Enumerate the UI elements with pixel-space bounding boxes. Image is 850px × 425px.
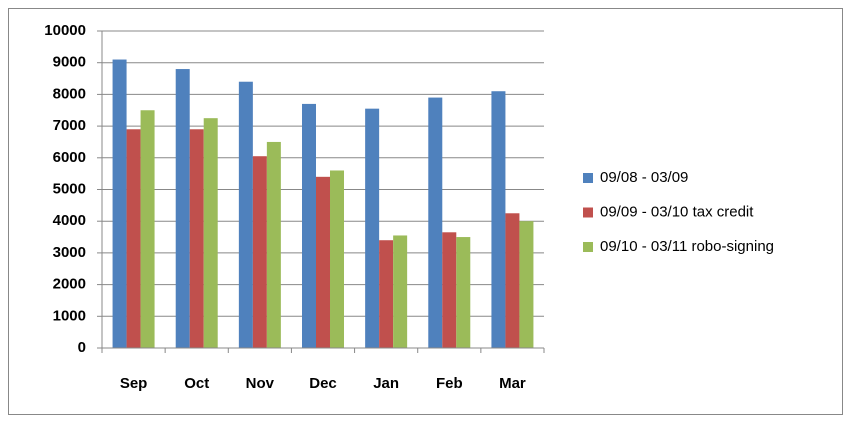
bar xyxy=(302,103,316,348)
bar xyxy=(112,59,127,348)
bar xyxy=(140,110,155,348)
y-tick-label: 5000 xyxy=(53,180,86,197)
bar xyxy=(428,97,443,348)
y-tick-label: 4000 xyxy=(53,212,86,229)
bar xyxy=(505,213,520,348)
bar xyxy=(238,81,253,348)
legend-swatch xyxy=(583,173,593,183)
y-tick-label: 2000 xyxy=(53,276,86,293)
legend-label: 09/09 - 03/10 tax credit xyxy=(600,203,754,220)
x-tick-label: Mar xyxy=(499,375,526,392)
bar xyxy=(316,176,330,348)
bar xyxy=(365,108,380,348)
bar xyxy=(203,118,218,348)
x-tick-label: Jan xyxy=(373,375,399,392)
bar xyxy=(519,221,534,348)
bar xyxy=(442,232,457,348)
x-tick-label: Oct xyxy=(184,375,209,392)
legend-label: 09/08 - 03/09 xyxy=(600,169,688,186)
bar xyxy=(393,235,408,348)
y-tick-label: 1000 xyxy=(53,307,86,324)
x-tick-label: Sep xyxy=(120,375,148,392)
bar xyxy=(189,129,204,348)
bar xyxy=(456,237,471,348)
y-tick-label: 9000 xyxy=(53,54,86,71)
y-tick-label: 0 xyxy=(78,339,86,356)
y-tick-label: 10000 xyxy=(44,22,86,39)
legend-swatch xyxy=(583,242,593,252)
y-tick-label: 8000 xyxy=(53,85,86,102)
bar xyxy=(126,129,141,348)
legend-swatch xyxy=(583,207,593,218)
bar xyxy=(175,69,190,348)
x-tick-label: Nov xyxy=(246,375,275,392)
bar xyxy=(330,170,344,348)
bar xyxy=(379,240,394,348)
bar xyxy=(266,141,281,348)
legend-label: 09/10 - 03/11 robo-signing xyxy=(600,238,774,255)
x-tick-label: Dec xyxy=(309,375,337,392)
y-tick-label: 6000 xyxy=(53,149,86,166)
bar xyxy=(491,91,506,348)
bar xyxy=(252,156,267,348)
y-tick-label: 7000 xyxy=(53,117,86,134)
y-tick-label: 3000 xyxy=(53,244,86,261)
x-tick-label: Feb xyxy=(436,375,463,392)
